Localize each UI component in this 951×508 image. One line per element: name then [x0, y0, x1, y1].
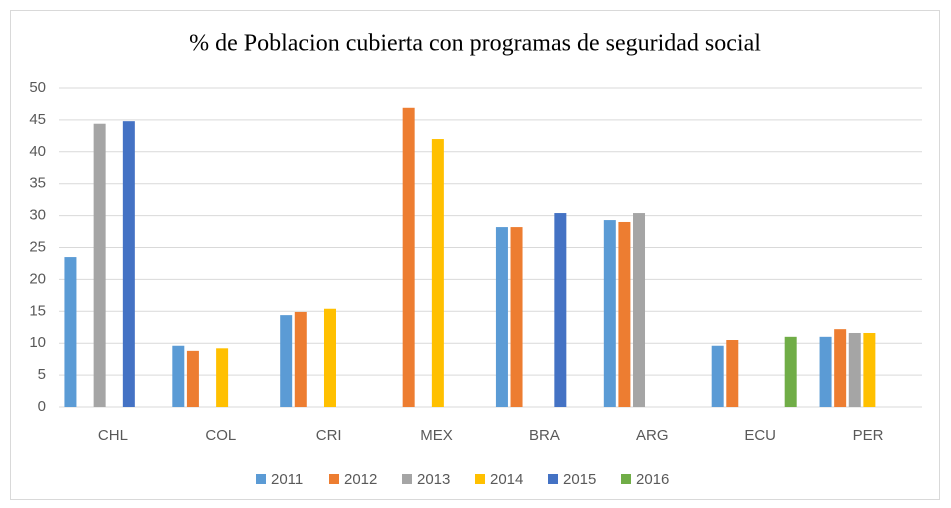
bar: [402, 107, 415, 407]
bar: [323, 308, 336, 407]
legend-label: 2015: [563, 471, 596, 488]
y-tick-label: 0: [38, 398, 46, 415]
bar: [863, 332, 876, 407]
legend-label: 2013: [417, 471, 450, 488]
chart-title: % de Poblacion cubierta con programas de…: [189, 31, 761, 57]
legend-label: 2014: [490, 471, 523, 488]
legend-swatch: [621, 474, 631, 484]
bar: [603, 220, 616, 407]
bar: [431, 139, 444, 408]
x-tick-label: CRI: [316, 427, 342, 444]
y-tick-label: 35: [29, 175, 46, 192]
bar: [122, 121, 135, 408]
bar: [784, 336, 797, 407]
y-tick-label: 15: [29, 302, 46, 319]
x-tick-label: PER: [853, 427, 884, 444]
x-tick-label: COL: [205, 427, 236, 444]
x-tick-label: BRA: [529, 427, 560, 444]
bar: [64, 257, 77, 407]
bar: [172, 345, 185, 407]
x-tick-label: CHL: [98, 427, 128, 444]
bar: [834, 329, 847, 407]
legend-label: 2016: [636, 471, 669, 488]
bar: [726, 340, 739, 407]
legend-swatch: [548, 474, 558, 484]
bar: [186, 350, 199, 407]
x-tick-label: ECU: [744, 427, 776, 444]
y-tick-label: 25: [29, 238, 46, 255]
y-tick-label: 30: [29, 207, 46, 224]
bar: [819, 336, 832, 407]
bar: [554, 213, 567, 407]
bar: [216, 348, 229, 407]
legend-label: 2012: [344, 471, 377, 488]
y-tick-label: 5: [38, 366, 46, 383]
legend-swatch: [329, 474, 339, 484]
legend-swatch: [475, 474, 485, 484]
bar: [495, 227, 508, 407]
y-tick-label: 50: [29, 79, 46, 96]
bar: [633, 213, 646, 407]
y-tick-label: 20: [29, 270, 46, 287]
legend-label: 2011: [271, 471, 303, 488]
legend-swatch: [402, 474, 412, 484]
bar: [848, 332, 861, 407]
bar: [711, 345, 724, 407]
x-tick-label: ARG: [636, 427, 669, 444]
y-tick-label: 40: [29, 143, 46, 160]
y-tick-label: 45: [29, 111, 46, 128]
y-tick-label: 10: [29, 334, 46, 351]
x-tick-label: MEX: [420, 427, 453, 444]
chart-border: [10, 10, 940, 500]
legend-swatch: [256, 474, 266, 484]
bar: [93, 123, 106, 407]
bar: [618, 221, 631, 407]
bar: [294, 311, 307, 407]
bar: [510, 227, 523, 407]
bar: [280, 315, 293, 407]
